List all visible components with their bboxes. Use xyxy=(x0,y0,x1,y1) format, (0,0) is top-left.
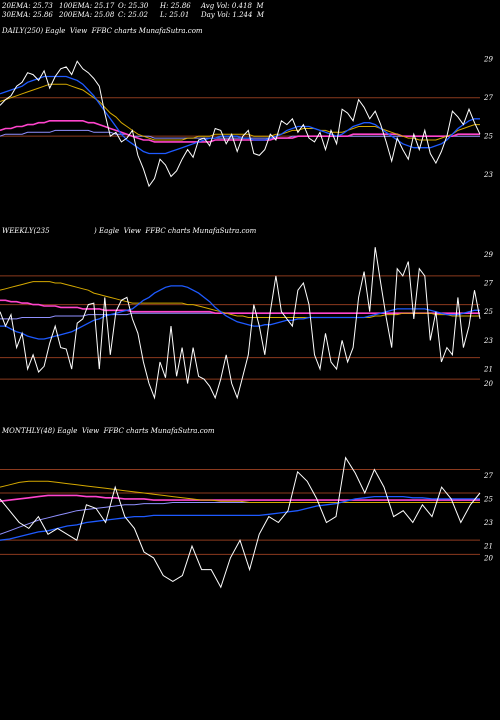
y-tick-label: 25 xyxy=(483,308,493,316)
y-tick-label: 21 xyxy=(483,543,493,551)
price-series-line xyxy=(0,60,481,188)
y-tick-label: 23 xyxy=(483,519,493,527)
y-tick-label: 23 xyxy=(483,171,493,179)
ema200-label: 200EMA: 25.08 xyxy=(59,11,115,19)
chart-panel-1: 29 27 25 23 21 20 xyxy=(0,247,493,400)
ema-slow-series-line xyxy=(0,299,480,315)
chart-panel-0: 29 27 25 23 xyxy=(0,56,493,188)
y-tick-label: 20 xyxy=(483,554,493,562)
weekly-chart-title: WEEKLY(235 ) Eagle View FFBC charts Muna… xyxy=(2,227,257,235)
ema-slow-series-line xyxy=(0,494,480,503)
ema-fast-series-line xyxy=(0,495,480,541)
monthly-chart-title: MONTHLY(48) Eagle View FFBC charts Munaf… xyxy=(2,427,215,435)
ema-fast-series-line xyxy=(0,75,480,155)
low-label: L: 25.01 xyxy=(160,11,190,19)
close-label: C: 25.02 xyxy=(118,11,148,19)
ema-mid-series-line xyxy=(0,480,480,503)
ema30-label: 30EMA: 25.86 xyxy=(2,11,53,19)
y-tick-label: 27 xyxy=(483,94,493,102)
y-tick-label: 25 xyxy=(483,495,493,503)
price-series-line xyxy=(0,456,481,589)
chart-panel-2: 27 25 23 21 20 xyxy=(0,456,493,589)
price-series-line xyxy=(0,247,481,400)
y-tick-label: 20 xyxy=(483,380,493,388)
high-label: H: 25.86 xyxy=(160,2,191,10)
ema-mid-series-line xyxy=(0,83,480,141)
ema-200-series-line xyxy=(0,129,480,139)
open-label: O: 25.30 xyxy=(118,2,149,10)
y-tick-label: 23 xyxy=(483,337,493,345)
y-tick-label: 21 xyxy=(483,366,493,374)
ema-fast-series-line xyxy=(0,285,480,340)
y-tick-label: 25 xyxy=(483,133,493,141)
daily-chart-title: DAILY(250) Eagle View FFBC charts Munafa… xyxy=(2,27,203,35)
day-vol-label: Day Vol: 1.244 M xyxy=(201,11,265,19)
ema-200-series-line xyxy=(0,502,480,535)
y-tick-label: 29 xyxy=(483,56,493,64)
y-tick-label: 27 xyxy=(483,280,493,288)
y-tick-label: 27 xyxy=(483,472,493,480)
y-tick-label: 29 xyxy=(483,251,493,259)
avg-vol-label: Avg Vol: 0.418 M xyxy=(201,2,264,10)
ema20-label: 20EMA: 25.73 xyxy=(2,2,53,10)
ema-slow-series-line xyxy=(0,120,480,143)
ema-mid-series-line xyxy=(0,281,480,318)
ema100-label: 100EMA: 25.17 xyxy=(59,2,115,10)
